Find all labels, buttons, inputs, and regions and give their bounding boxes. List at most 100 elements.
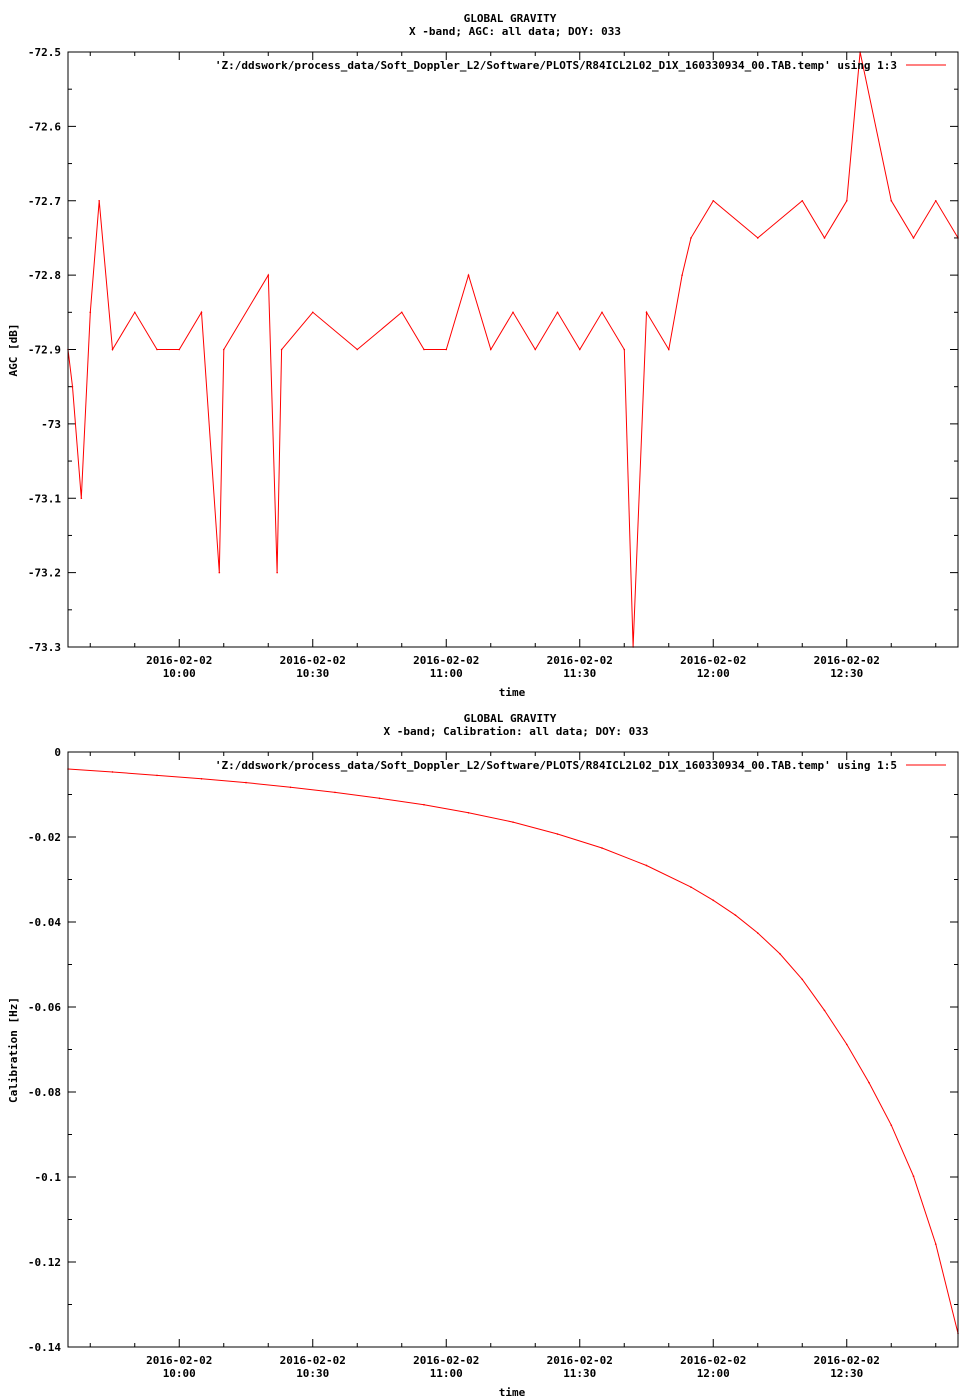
x-tick-date-label: 2016-02-02 [280, 654, 346, 667]
data-point [89, 311, 92, 314]
x-tick-time-label: 10:30 [296, 1367, 329, 1380]
data-point [556, 833, 559, 835]
data-point [156, 348, 158, 351]
x-tick-date-label: 2016-02-02 [814, 654, 880, 667]
x-tick-date-label: 2016-02-02 [547, 654, 613, 667]
data-point [489, 348, 492, 351]
data-point [756, 237, 759, 239]
x-tick-time-label: 12:00 [697, 1367, 730, 1380]
data-point [934, 199, 937, 202]
data-point [645, 864, 648, 867]
calibration-y-ticks: 0 -0.02 -0.04 -0.06 -0.08 -0.1 -0.12 -0.14 [28, 746, 958, 1354]
x-tick-date-label: 2016-02-02 [146, 654, 212, 667]
agc-plot-frame [67, 51, 959, 648]
x-tick-date-label: 2016-02-02 [680, 1354, 746, 1367]
y-tick-label: -72.7 [28, 195, 61, 208]
y-tick-label: -72.6 [28, 120, 61, 133]
data-point [267, 274, 270, 276]
data-point [712, 199, 715, 202]
data-point [467, 811, 470, 814]
data-point [801, 978, 804, 981]
calibration-y-axis-label: Calibration [Hz] [7, 997, 20, 1103]
x-tick-time-label: 12:30 [830, 1367, 863, 1380]
data-point [423, 348, 425, 351]
calibration-plot-frame [67, 751, 959, 1348]
x-tick-date-label: 2016-02-02 [146, 1354, 212, 1367]
data-point [378, 797, 381, 800]
data-point [823, 1009, 826, 1012]
data-point [578, 348, 581, 351]
x-tick-time-label: 10:30 [296, 667, 329, 680]
data-point [934, 1243, 937, 1245]
data-point [200, 311, 203, 314]
x-tick-date-label: 2016-02-02 [413, 1354, 479, 1367]
agc-chart: GLOBAL GRAVITY X -band; AGC: all data; D… [7, 12, 959, 699]
y-tick-label: -0.14 [28, 1341, 61, 1354]
data-point [734, 914, 737, 916]
calibration-x-axis-label: time [499, 1386, 526, 1399]
data-point [222, 348, 225, 351]
data-point [801, 199, 804, 202]
agc-chart-title: GLOBAL GRAVITY [464, 12, 557, 25]
data-point [289, 786, 292, 789]
data-point [334, 791, 336, 794]
agc-legend-label: 'Z:/ddswork/process_data/Soft_Doppler_L2… [215, 59, 897, 72]
data-point [445, 348, 448, 351]
data-point [467, 274, 470, 276]
y-tick-label: -72.9 [28, 344, 61, 357]
data-point [356, 348, 359, 351]
series-line [67, 768, 959, 1334]
data-point [178, 348, 181, 351]
x-tick-time-label: 12:00 [697, 667, 730, 680]
x-tick-date-label: 2016-02-02 [413, 654, 479, 667]
x-tick-time-label: 10:00 [163, 1367, 196, 1380]
data-point [156, 774, 158, 777]
agc-y-ticks: -72.5 -72.6 -72.7 -72.8 -72.9 -73 -73.1 -73.2 -7… [28, 46, 958, 654]
y-tick-label: -0.02 [28, 831, 61, 844]
data-point [690, 237, 692, 239]
data-point [868, 1081, 870, 1084]
x-tick-time-label: 11:30 [563, 667, 596, 680]
agc-y-axis-label: AGC [dB] [7, 324, 20, 377]
data-point [823, 237, 826, 239]
y-tick-label: -0.08 [28, 1086, 61, 1099]
y-tick-label: -72.5 [28, 46, 61, 59]
agc-x-axis-label: time [499, 686, 526, 699]
data-point [111, 771, 114, 773]
data-point [756, 932, 759, 934]
data-point [98, 199, 100, 202]
y-tick-label: -72.8 [28, 269, 61, 282]
calibration-x-ticks: 2016-02-0210:002016-02-0210:302016-02-02… [89, 752, 937, 1380]
data-point [218, 571, 221, 574]
x-tick-time-label: 10:00 [163, 667, 196, 680]
data-point [845, 199, 848, 202]
data-point [280, 348, 283, 351]
data-point [681, 274, 683, 276]
x-tick-time-label: 11:00 [430, 1367, 463, 1380]
y-tick-label: -73 [41, 418, 61, 431]
data-point [133, 311, 136, 314]
x-tick-date-label: 2016-02-02 [814, 1354, 880, 1367]
agc-x-ticks: 2016-02-0210:002016-02-0210:302016-02-02… [89, 52, 937, 680]
data-point [71, 385, 74, 388]
y-tick-label: -0.12 [28, 1256, 61, 1269]
data-point [80, 497, 83, 500]
x-tick-time-label: 11:30 [563, 1367, 596, 1380]
data-point [623, 348, 626, 351]
data-point [712, 899, 715, 902]
data-point [601, 847, 603, 849]
y-tick-label: -0.04 [28, 916, 61, 929]
calibration-chart: GLOBAL GRAVITY X -band; Calibration: all… [7, 712, 959, 1399]
data-point [779, 953, 781, 955]
agc-series [67, 51, 959, 648]
series-line [67, 51, 959, 648]
data-point [645, 311, 648, 314]
x-tick-time-label: 11:00 [430, 667, 463, 680]
data-point [890, 1124, 893, 1126]
data-point [556, 311, 559, 314]
y-tick-label: -0.06 [28, 1001, 61, 1014]
data-point [690, 886, 692, 888]
data-point [534, 348, 537, 351]
x-tick-date-label: 2016-02-02 [280, 1354, 346, 1367]
